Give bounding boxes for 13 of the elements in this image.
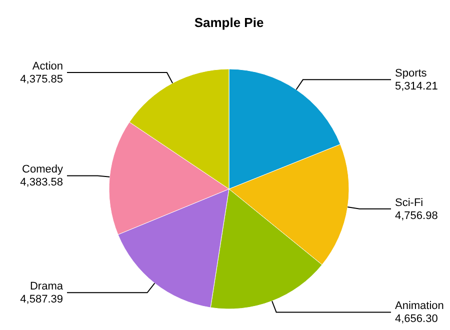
slice-label: Action (32, 60, 63, 73)
slice-label: Sci-Fi (395, 196, 424, 209)
data-label: 4,656.30 (395, 313, 438, 326)
slice-label: Animation (395, 300, 444, 312)
data-label: 4,587.39 (20, 294, 63, 306)
data-label: 5,314.21 (395, 80, 438, 93)
slice-label: Sports (395, 68, 428, 80)
slice-label: Drama (30, 280, 64, 293)
data-label: 4,375.85 (20, 74, 63, 86)
slice-label: Comedy (22, 164, 64, 176)
chart-title: Sample Pie (194, 15, 264, 30)
data-label: 4,756.98 (395, 210, 438, 222)
data-label: 4,383.58 (20, 176, 63, 189)
